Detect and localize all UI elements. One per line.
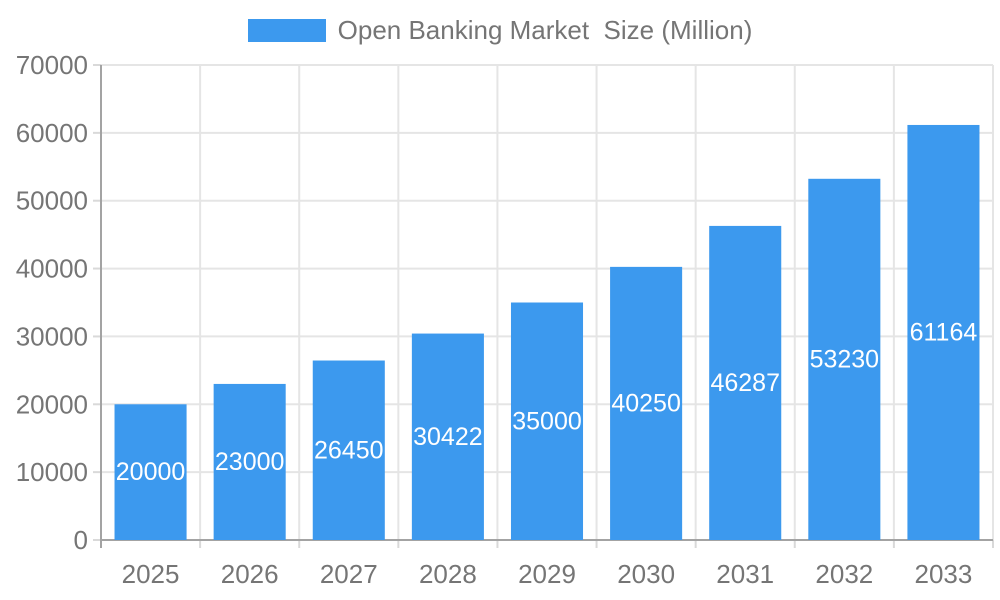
bar-value-label: 30422	[413, 423, 483, 451]
y-axis-label: 40000	[16, 254, 88, 284]
x-axis-label: 2027	[320, 559, 378, 589]
bar-2028[interactable]	[411, 333, 484, 540]
y-axis-label: 0	[74, 525, 88, 555]
legend-swatch	[247, 18, 326, 42]
legend-item[interactable]: Open Banking Market Size (Million)	[0, 16, 1000, 44]
x-axis-label: 2029	[518, 559, 576, 589]
bar-2033[interactable]	[907, 124, 980, 541]
x-axis-label: 2028	[419, 559, 477, 589]
bar-value-label: 20000	[116, 458, 186, 486]
legend-label: Open Banking Market Size (Million)	[337, 15, 753, 45]
bar-value-label: 35000	[512, 407, 582, 435]
x-axis-label: 2030	[617, 559, 675, 589]
bar-2026[interactable]	[213, 383, 286, 540]
bar-2030[interactable]	[610, 266, 683, 540]
y-axis-label: 60000	[16, 118, 88, 148]
y-axis-label: 50000	[16, 186, 88, 216]
bar-2029[interactable]	[510, 302, 584, 541]
bar-value-label: 23000	[215, 448, 285, 476]
x-axis-label: 2026	[221, 559, 279, 589]
x-axis-label: 2033	[915, 559, 973, 589]
bar-value-label: 61164	[910, 318, 978, 346]
y-axis-label: 70000	[16, 50, 88, 80]
y-axis-label: 20000	[16, 389, 88, 419]
bar-value-label: 53230	[810, 345, 880, 373]
x-axis-label: 2031	[716, 559, 774, 589]
bar-2027[interactable]	[312, 360, 385, 540]
bar-2032[interactable]	[808, 178, 881, 540]
bar-2025[interactable]	[114, 404, 187, 540]
bar-value-label: 40250	[611, 389, 681, 417]
y-axis-label: 10000	[16, 457, 88, 487]
y-axis-label: 30000	[16, 321, 88, 351]
bar-value-label: 26450	[314, 436, 384, 464]
x-axis-label: 2025	[122, 559, 180, 589]
bar-value-label: 46287	[710, 369, 780, 397]
x-axis-label: 2032	[815, 559, 873, 589]
bar-2031[interactable]	[709, 225, 782, 540]
